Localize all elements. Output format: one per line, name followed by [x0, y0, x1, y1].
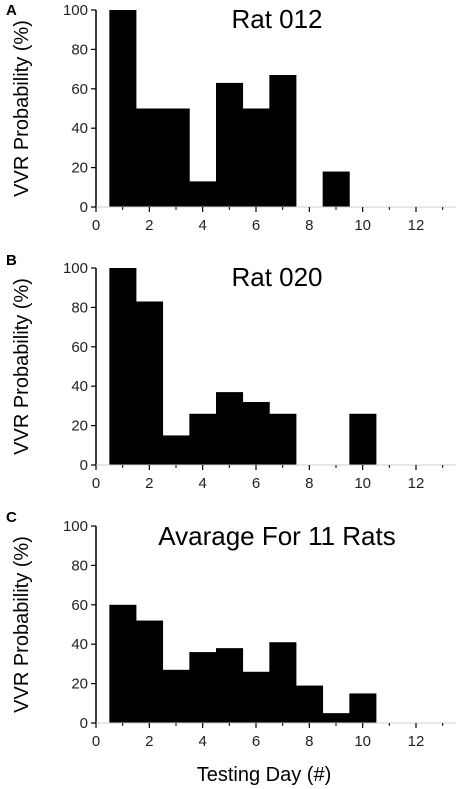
bar-day-3: [162, 435, 190, 465]
y-tick-label: 60: [71, 339, 88, 356]
y-tick-label: 100: [63, 2, 88, 19]
chart-title: Rat 020: [231, 262, 322, 292]
x-tick-label: 8: [305, 217, 313, 234]
y-tick-label: 100: [63, 260, 88, 277]
y-axis-label: VVR Probability (%): [11, 278, 33, 455]
panel-letter: C: [6, 509, 17, 526]
chart-title: Avarage For 11 Rats: [158, 521, 396, 551]
bar-day-4: [189, 652, 217, 723]
chart-panel-c: 0 20 40 60 80 100 0 2 4 6 8 10 12 C Avarage For 11 Rat…: [6, 509, 456, 786]
x-tick-label: 10: [354, 217, 371, 234]
chart-title: Rat 012: [231, 4, 322, 34]
x-tick-label: 8: [305, 475, 313, 492]
y-tick-label: 60: [71, 597, 88, 614]
x-tick-label: 12: [408, 217, 425, 234]
bar-day-7: [269, 642, 297, 723]
y-tick-label: 20: [71, 418, 88, 435]
bar-day-6: [242, 108, 270, 207]
y-tick-label: 20: [71, 160, 88, 177]
y-tick-label: 40: [71, 378, 88, 395]
bar-day-1: [109, 604, 137, 723]
x-tick-label: 4: [198, 475, 206, 492]
x-tick-label: 6: [252, 217, 260, 234]
x-tick-label: 8: [305, 733, 313, 750]
y-tick-label: 0: [80, 199, 88, 216]
x-tick-label: 4: [198, 217, 206, 234]
bar-day-10: [349, 693, 377, 723]
bar-day-2: [136, 620, 164, 723]
y-tick-label: 0: [80, 457, 88, 474]
panel-letter: A: [6, 2, 17, 19]
bar-day-7: [269, 413, 297, 465]
x-tick-label: 12: [408, 475, 425, 492]
x-tick-label: 6: [252, 475, 260, 492]
x-tick-label: 0: [92, 733, 100, 750]
panel-letter: B: [6, 252, 17, 269]
bar-day-5: [216, 392, 244, 465]
bar-day-1: [109, 10, 137, 207]
y-tick-label: 80: [71, 299, 88, 316]
x-tick-label: 2: [145, 217, 153, 234]
bar-day-5: [216, 82, 244, 207]
bar-day-3: [162, 669, 190, 723]
bar-day-2: [136, 301, 164, 465]
chart-panel-b: 0 20 40 60 80 100 0 2 4 6 8 10 12 B Rat 020 VVR Probabi…: [6, 252, 456, 492]
bar-day-9: [322, 713, 350, 723]
bar-day-5: [216, 648, 244, 723]
bar-day-1: [109, 268, 137, 465]
y-tick-label: 20: [71, 676, 88, 693]
bar-day-3: [162, 108, 190, 207]
x-tick-label: 6: [252, 733, 260, 750]
bar-day-9: [322, 171, 350, 207]
bar-day-8: [296, 685, 324, 723]
bar-day-4: [189, 181, 217, 207]
y-tick-label: 80: [71, 41, 88, 58]
y-tick-label: 40: [71, 120, 88, 137]
y-tick-label: 40: [71, 636, 88, 653]
y-tick-label: 100: [63, 518, 88, 535]
y-axis-label: VVR Probability (%): [11, 20, 33, 197]
y-tick-label: 0: [80, 715, 88, 732]
x-tick-label: 12: [408, 733, 425, 750]
x-tick-label: 10: [354, 475, 371, 492]
y-axis-label: VVR Probability (%): [11, 536, 33, 713]
chart-panel-a: 0 20 40 60 80 100 0 2 4 6 8 10 12 A Rat 012 VVR Probabi…: [6, 2, 456, 234]
y-tick-label: 60: [71, 81, 88, 98]
x-tick-label: 10: [354, 733, 371, 750]
x-tick-label: 2: [145, 733, 153, 750]
bar-day-7: [269, 75, 297, 207]
x-tick-label: 4: [198, 733, 206, 750]
bar-day-6: [242, 401, 270, 465]
bar-day-4: [189, 413, 217, 465]
x-tick-label: 2: [145, 475, 153, 492]
bar-day-2: [136, 108, 164, 207]
bar-day-10: [349, 413, 377, 465]
x-tick-label: 0: [92, 475, 100, 492]
x-tick-label: 0: [92, 217, 100, 234]
y-tick-label: 80: [71, 557, 88, 574]
x-axis-label: Testing Day (#): [197, 764, 332, 786]
bar-day-6: [242, 671, 270, 723]
